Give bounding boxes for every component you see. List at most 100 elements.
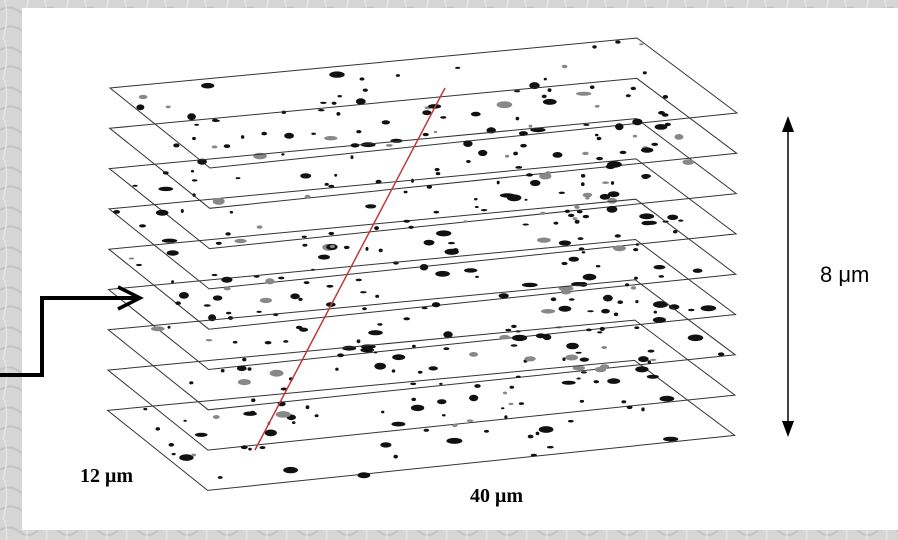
pointer-arrow bbox=[0, 285, 144, 377]
particle bbox=[524, 198, 528, 201]
particle bbox=[374, 362, 387, 370]
particle bbox=[568, 256, 579, 262]
particle bbox=[443, 347, 450, 351]
particle bbox=[381, 120, 390, 125]
particle bbox=[466, 419, 474, 423]
particle bbox=[575, 351, 582, 354]
particle bbox=[365, 204, 377, 209]
particle bbox=[328, 184, 335, 188]
particle bbox=[651, 142, 659, 146]
particle bbox=[615, 40, 621, 44]
particle bbox=[259, 446, 266, 450]
particle bbox=[595, 265, 601, 268]
particle bbox=[251, 398, 256, 403]
particle bbox=[582, 192, 593, 198]
particle bbox=[508, 402, 514, 406]
particle bbox=[558, 305, 572, 312]
slice-plane bbox=[108, 77, 739, 209]
particle bbox=[535, 431, 540, 436]
particle bbox=[662, 95, 669, 99]
particle bbox=[248, 447, 252, 451]
height-label: 8 μm bbox=[820, 262, 869, 287]
particle bbox=[439, 382, 443, 385]
particle bbox=[161, 238, 178, 243]
particle bbox=[356, 339, 361, 344]
particle bbox=[579, 357, 589, 362]
particle bbox=[187, 113, 196, 121]
particle bbox=[318, 254, 330, 260]
particle bbox=[295, 325, 303, 330]
particle bbox=[542, 334, 552, 341]
particle bbox=[421, 307, 428, 310]
particle bbox=[281, 153, 285, 156]
particle bbox=[212, 197, 225, 205]
particle bbox=[441, 414, 446, 417]
particle bbox=[226, 311, 232, 315]
particle bbox=[546, 445, 554, 449]
particle bbox=[417, 370, 423, 374]
particle bbox=[320, 101, 327, 104]
particle bbox=[362, 88, 368, 92]
particle bbox=[337, 353, 344, 358]
particle bbox=[212, 295, 223, 301]
height-arrow bbox=[782, 116, 794, 437]
particle bbox=[291, 421, 296, 424]
particle bbox=[553, 221, 559, 225]
particle bbox=[621, 400, 627, 404]
particle bbox=[434, 167, 440, 172]
particle bbox=[592, 45, 597, 49]
particle bbox=[412, 344, 416, 348]
particle bbox=[583, 123, 590, 126]
particle bbox=[336, 112, 341, 116]
particle bbox=[607, 378, 621, 384]
particle bbox=[223, 144, 231, 149]
slice-plane bbox=[106, 359, 736, 491]
particle bbox=[688, 308, 695, 312]
particle bbox=[275, 411, 291, 418]
particle bbox=[419, 264, 429, 271]
particle bbox=[564, 209, 571, 213]
particle bbox=[600, 364, 610, 369]
particle bbox=[374, 226, 379, 231]
slice-plane bbox=[106, 319, 737, 451]
particle bbox=[597, 331, 603, 334]
particle bbox=[638, 356, 649, 363]
particle bbox=[520, 143, 527, 148]
particle bbox=[518, 402, 525, 405]
slice-plane bbox=[106, 279, 737, 411]
particle bbox=[278, 276, 285, 280]
particle bbox=[280, 387, 288, 391]
particle bbox=[542, 98, 557, 105]
particle bbox=[474, 198, 478, 201]
particle bbox=[247, 367, 252, 371]
particle bbox=[290, 293, 300, 300]
particle bbox=[329, 244, 335, 249]
particle bbox=[215, 241, 222, 245]
particle bbox=[642, 71, 647, 75]
particle bbox=[582, 273, 597, 281]
particle bbox=[223, 286, 231, 291]
particle bbox=[253, 275, 260, 278]
particle bbox=[463, 140, 473, 147]
particle bbox=[171, 452, 176, 456]
slice-plane bbox=[107, 158, 738, 290]
particle bbox=[632, 134, 638, 138]
particle bbox=[301, 235, 307, 238]
particle bbox=[659, 395, 675, 402]
slice-plane bbox=[108, 118, 738, 250]
particle bbox=[452, 423, 458, 428]
particle bbox=[337, 95, 342, 98]
particle bbox=[443, 331, 453, 338]
particle bbox=[566, 342, 579, 350]
particle bbox=[236, 365, 247, 371]
particle bbox=[641, 174, 651, 179]
particle bbox=[334, 173, 338, 177]
particle bbox=[613, 312, 619, 317]
particle bbox=[234, 238, 247, 244]
particle bbox=[190, 169, 195, 173]
particle bbox=[211, 145, 218, 149]
particle bbox=[663, 436, 679, 442]
particle bbox=[448, 241, 455, 245]
particle bbox=[335, 367, 339, 371]
particle bbox=[470, 111, 481, 117]
